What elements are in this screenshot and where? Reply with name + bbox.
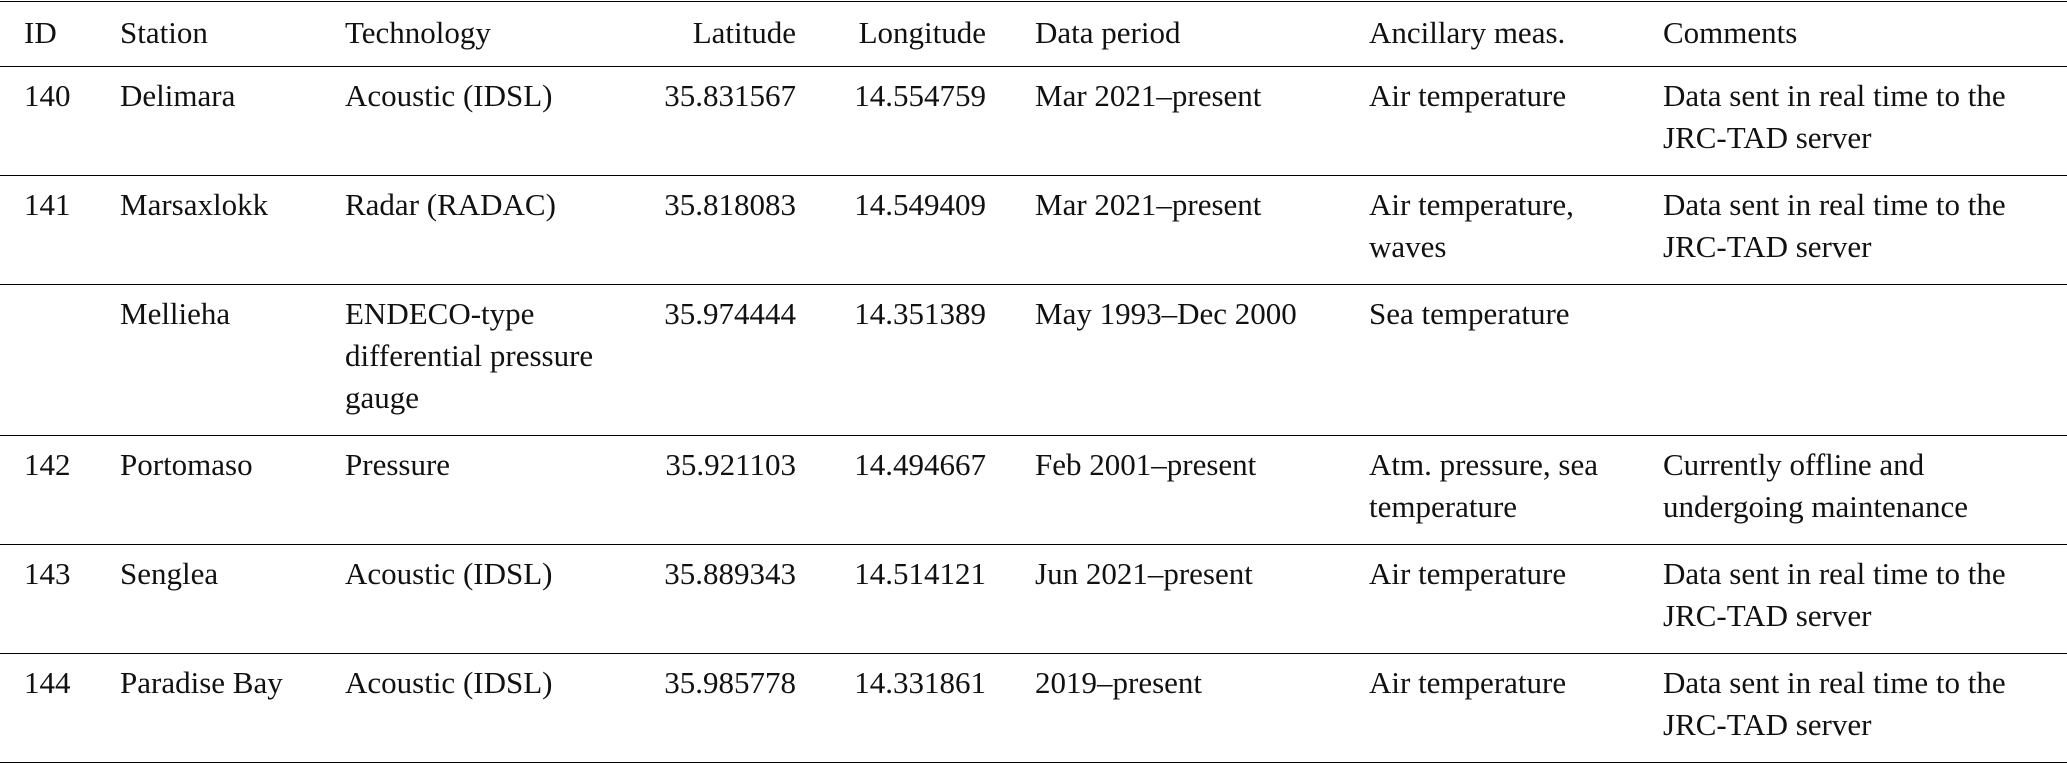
table-cell: Mar 2021–present [1035,78,1262,113]
table-cell: 14.494667 [854,447,986,482]
header-cell: Latitude [692,15,796,50]
header-cell: Longitude [858,15,986,50]
table-cell: 35.889343 [664,556,796,591]
table-cell: Mellieha [120,296,231,331]
table-cell: Jun 2021–present [1035,556,1253,591]
table-cell: 35.831567 [664,78,796,113]
table-cell: Air temperature, waves [1369,187,1574,264]
header-cell: Station [120,15,208,50]
header-row: ID Station Technology Latitude Longitude Data… [0,1,2067,67]
table-cell: 2019–present [1035,665,1203,700]
table-cell: Data sent in real time to the JRC-TAD se… [1663,78,2006,155]
table-cell: Currently offline and undergoing mainten… [1663,447,1969,524]
table-cell: Paradise Bay [120,665,283,700]
table-cell: Sea temperature [1369,296,1570,331]
table-cell: Portomaso [120,447,253,482]
table-row: 143 Senglea Acoustic (IDSL) 35.889343 14.514… [0,545,2067,654]
table-cell: Feb 2001–present [1035,447,1257,482]
table-body: 140 Delimara Acoustic (IDSL) 35.831567 14.55… [0,67,2067,763]
table-cell: 35.985778 [664,665,796,700]
table-cell [0,285,100,436]
table-cell: Radar (RADAC) [345,187,556,222]
table-cell: 14.514121 [854,556,986,591]
table-cell: Acoustic (IDSL) [345,665,553,700]
table-cell: 14.554759 [854,78,986,113]
table-row: 142 Portomaso Pressure 35.921103 14.494667 Fe… [0,436,2067,545]
table-cell: 142 [24,447,71,482]
table-cell: Atm. pressure, sea temperature [1369,447,1598,524]
table-cell: Data sent in real time to the JRC-TAD se… [1663,556,2006,633]
table-row: 140 Delimara Acoustic (IDSL) 35.831567 14.55… [0,67,2067,176]
table-row: 144 Paradise Bay Acoustic (IDSL) 35.985778 1… [0,654,2067,763]
table-cell: 35.818083 [664,187,796,222]
table-cell: Air temperature [1369,556,1567,591]
table-cell: Acoustic (IDSL) [345,78,553,113]
table-cell: May 1993–Dec 2000 [1035,296,1297,331]
table-cell: 35.921103 [665,447,796,482]
table-cell: 141 [24,187,71,222]
header-cell: Data period [1035,15,1181,50]
table-row: Mellieha ENDECO-type differential pressur… [0,285,2067,436]
table-cell: ENDECO-type differential pressure gauge [345,296,594,415]
header-cell: Technology [345,15,491,50]
table-cell: 140 [24,78,71,113]
table-cell: 144 [24,665,71,700]
table-cell: Acoustic (IDSL) [345,556,553,591]
table-cell: 14.351389 [854,296,986,331]
table-cell: Data sent in real time to the JRC-TAD se… [1663,665,2006,742]
table-cell: Marsaxlokk [120,187,269,222]
table-cell: 143 [24,556,71,591]
table-cell: Air temperature [1369,665,1567,700]
header-cell: ID [24,15,57,50]
header-cell: Ancillary meas. [1369,15,1566,50]
table-header: ID Station Technology Latitude Longitude Data… [0,1,2067,67]
table-cell: Air temperature [1369,78,1567,113]
table-cell: Senglea [120,556,219,591]
table-cell: 14.549409 [854,187,986,222]
table-cell [1643,285,2067,436]
table-cell: Data sent in real time to the JRC-TAD se… [1663,187,2006,264]
table-cell: 35.974444 [664,296,796,331]
table-cell: Mar 2021–present [1035,187,1262,222]
table-cell: 14.331861 [854,665,986,700]
table-row: 141 Marsaxlokk Radar (RADAC) 35.818083 14.54… [0,176,2067,285]
header-cell: Comments [1663,15,1798,50]
table-cell: Delimara [120,78,236,113]
table-cell: Pressure [345,447,451,482]
